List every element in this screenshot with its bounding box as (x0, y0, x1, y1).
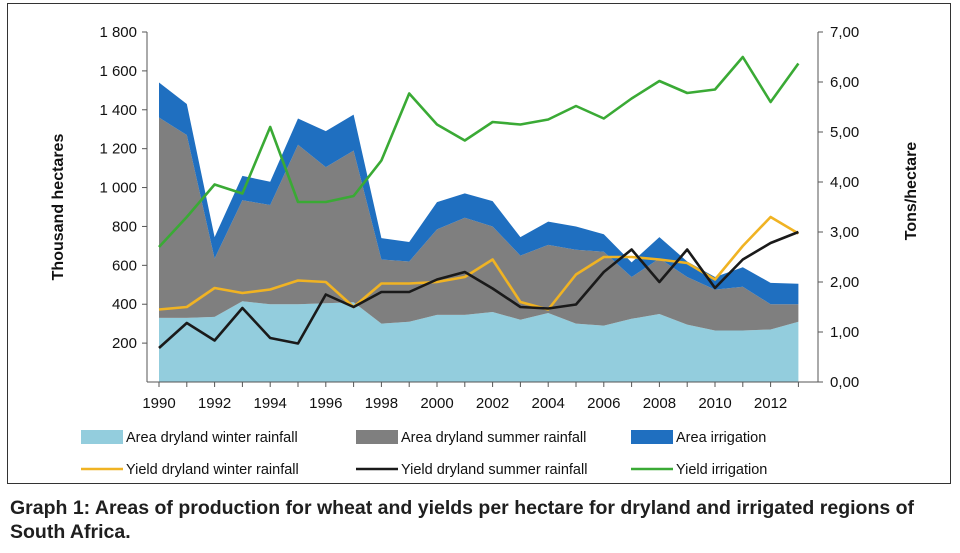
y-right-tick-label: 4,00 (830, 174, 859, 191)
y-right-tick-label: 5,00 (830, 124, 859, 141)
y-right-tick-label: 7,00 (830, 24, 859, 41)
y-left-tick-label: 1 600 (99, 63, 137, 80)
legend-swatch (81, 430, 123, 444)
legend-swatch (356, 430, 398, 444)
area-series-1 (159, 301, 799, 382)
legend-swatch (631, 430, 673, 444)
y-left-tick-label: 1 000 (99, 180, 137, 197)
x-tick-label: 2002 (476, 395, 509, 412)
y-right-tick-label: 0,00 (830, 374, 859, 391)
y-left-tick-label: 400 (112, 296, 137, 313)
line-series-1 (158, 215, 800, 311)
area-series-3 (159, 82, 799, 305)
x-tick-label: 1990 (142, 395, 175, 412)
y-right-tick-label: 1,00 (830, 324, 859, 341)
legend-label: Area dryland summer rainfall (401, 430, 586, 446)
figure-caption: Graph 1: Areas of production for wheat a… (10, 497, 915, 543)
line-series-3 (158, 55, 800, 248)
x-tick-label: 2010 (698, 395, 731, 412)
y-left-tick-label: 600 (112, 257, 137, 274)
y-left-tick-label: 1 800 (99, 24, 137, 41)
y-right-tick-label: 2,00 (830, 274, 859, 291)
y-left-tick-label: 200 (112, 335, 137, 352)
chart-frame: 200 400 600 800 1 000 1 200 1 400 1 600 1 800 0,0… (7, 3, 951, 484)
x-tick-label: 2008 (643, 395, 676, 412)
x-tick-label: 2000 (420, 395, 453, 412)
x-tick-label: 2006 (587, 395, 620, 412)
y-right-tick-label: 3,00 (830, 224, 859, 241)
legend-label: Area dryland winter rainfall (126, 430, 298, 446)
legend-label: Yield dryland winter rainfall (126, 462, 299, 478)
y-left-axis-title: Thousand hectares (50, 134, 67, 281)
x-tick-label: 2004 (532, 395, 565, 412)
y-left-tick-label: 800 (112, 218, 137, 235)
x-tick-label: 2012 (754, 395, 787, 412)
line-series-2 (158, 230, 799, 349)
legend-label: Yield irrigation (676, 462, 767, 478)
x-tick-label: 1998 (365, 395, 398, 412)
chart: 200 400 600 800 1 000 1 200 1 400 1 600 1 800 0,0… (50, 24, 920, 478)
x-tick-label: 1996 (309, 395, 342, 412)
y-left-tick-label: 1 400 (99, 102, 137, 119)
legend-label: Yield dryland summer rainfall (401, 462, 587, 478)
legend-label: Area irrigation (676, 430, 766, 446)
y-left-tick-label: 1 200 (99, 141, 137, 158)
x-tick-label: 1992 (198, 395, 231, 412)
y-right-axis-title: Tons/hectare (903, 142, 920, 241)
y-right-tick-label: 6,00 (830, 74, 859, 91)
area-series-2 (159, 117, 799, 331)
x-tick-label: 1994 (254, 395, 287, 412)
